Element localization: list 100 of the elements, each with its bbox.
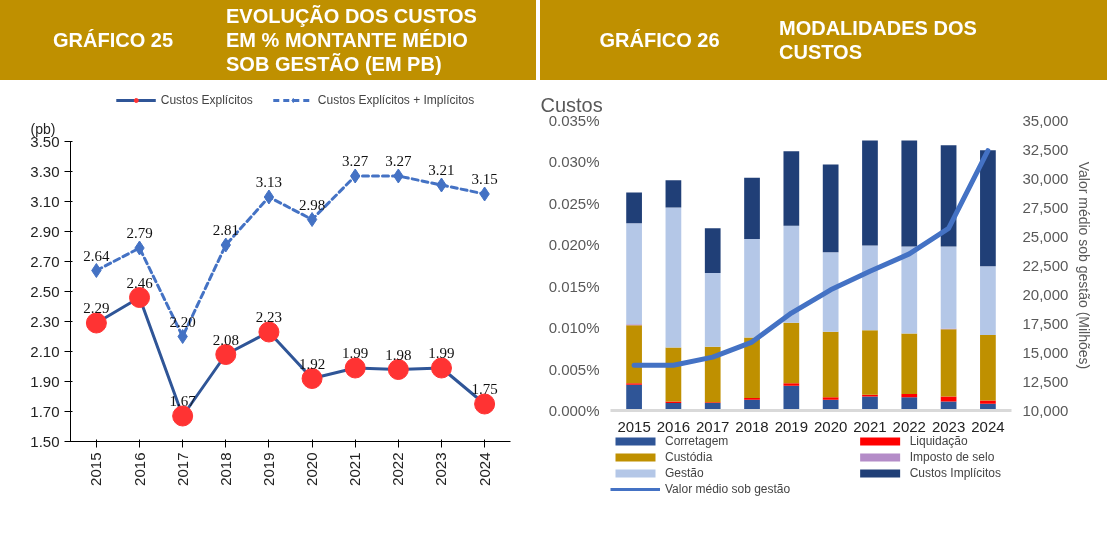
bar (862, 245, 878, 331)
bar (626, 223, 642, 325)
y-tick-label: 0.010% (548, 319, 600, 337)
data-label: 3.13 (255, 174, 283, 190)
bar (744, 337, 760, 399)
legend-label: Custódia (665, 450, 713, 464)
legend-label: Liquidação (909, 434, 968, 448)
point (387, 359, 409, 380)
data-label: 3.27 (385, 153, 412, 169)
bar (704, 228, 721, 273)
bar (665, 180, 682, 208)
bar (901, 393, 918, 398)
bar (901, 140, 918, 247)
point (301, 368, 323, 389)
bar (626, 192, 642, 224)
x-tick-label: 2024 (475, 452, 493, 486)
point (172, 405, 194, 427)
y-tick-label: 1.50 (30, 432, 60, 450)
data-label: 2.81 (212, 222, 239, 238)
bar (783, 322, 800, 384)
point (258, 321, 280, 343)
point (85, 312, 107, 334)
y-tick-label: 2.70 (30, 252, 60, 270)
point (129, 287, 151, 308)
y2-tick-label: 25,000 (1022, 227, 1069, 245)
y2-tick-label: 30,000 (1022, 169, 1069, 187)
y2-tick-label: 17,500 (1022, 314, 1069, 332)
data-label: 1.98 (385, 346, 412, 363)
data-label: 2.29 (83, 300, 110, 316)
data-label: 1.92 (298, 355, 326, 372)
bar (980, 335, 996, 401)
y2-tick-label: 35,000 (1022, 111, 1069, 129)
legend-label: Custos Explícitos + Implícitos (317, 92, 475, 107)
bar (783, 383, 800, 386)
x-tick-label: 2015 (617, 417, 651, 435)
y-tick-label: 0.000% (548, 402, 600, 419)
point (177, 329, 188, 344)
bar (665, 207, 682, 348)
x-tick-label: 2024 (971, 417, 1005, 435)
y-tick-label: 2.30 (30, 312, 60, 330)
legend-label: Custos Implícitos (909, 466, 1001, 480)
data-label: 2.98 (298, 196, 326, 213)
x-tick-label: 2023 (931, 417, 966, 435)
data-label: 3.15 (471, 171, 498, 187)
x-tick-label: 2016 (130, 452, 148, 486)
legend-label: Imposto de selo (909, 450, 995, 464)
y-tick-label: 0.020% (548, 236, 600, 254)
y-tick-label: 2.10 (30, 342, 60, 360)
bar (862, 140, 878, 246)
x-tick-label: 2021 (346, 452, 364, 486)
data-label: 1.99 (342, 345, 369, 361)
text: GRÁFICO 26 (598, 27, 721, 53)
x-tick-label: 2022 (892, 417, 926, 435)
bar (940, 329, 957, 397)
chart-title: EVOLUÇÃO DOS CUSTOS EM % MONTANTE MÉDIO SOB GESTÃO (EM PB) (226, 4, 478, 76)
point (344, 357, 366, 379)
legend-label: Valor médio sob gestão (665, 482, 791, 496)
bar (783, 385, 800, 411)
y-tick-label: 2.50 (30, 282, 60, 300)
point (263, 189, 275, 205)
bar (626, 384, 642, 411)
bar (704, 272, 721, 347)
y-tick-label: 0.005% (548, 360, 600, 378)
bar (822, 397, 839, 400)
legend-label: Corretagem (665, 434, 729, 448)
bar (862, 330, 878, 395)
bar (980, 400, 996, 404)
x-tick-label: 2021 (853, 417, 887, 435)
y-tick-label: 3.30 (30, 162, 60, 180)
point (215, 344, 237, 365)
data-label: 2.23 (255, 309, 283, 325)
bar (744, 177, 760, 239)
bar (980, 266, 996, 336)
x-tick-label: 2015 (87, 452, 105, 486)
chart-title: MODALIDADES DOS CUSTOS (779, 16, 978, 64)
x-tick-label: 2017 (696, 417, 730, 435)
y-tick-label: 0.015% (548, 277, 600, 295)
bar (822, 252, 839, 332)
bar (783, 151, 800, 226)
bar (704, 346, 721, 403)
data-label: 1.75 (471, 381, 498, 397)
x-tick-label: 2020 (303, 452, 321, 486)
x-tick-label: 2023 (432, 452, 450, 486)
x-tick-label: 2020 (813, 417, 848, 435)
x-tick-label: 2018 (735, 417, 769, 435)
data-label: 2.08 (212, 331, 239, 348)
data-label: 3.21 (428, 162, 455, 178)
bar (901, 246, 918, 334)
y-tick-label: 1.70 (30, 402, 60, 420)
y-tick-label: 1.90 (30, 372, 60, 390)
y-tick-label: 0.030% (548, 153, 600, 171)
bar (822, 164, 839, 253)
y-tick-label: 0.025% (548, 194, 600, 212)
data-label: 3.27 (342, 153, 369, 169)
bar (626, 325, 642, 384)
y2-tick-label: 10,000 (1022, 401, 1069, 419)
x-tick-label: 2019 (259, 452, 277, 486)
data-label: 2.46 (126, 274, 154, 291)
data-label: 2.79 (126, 225, 153, 241)
bar (901, 397, 918, 411)
